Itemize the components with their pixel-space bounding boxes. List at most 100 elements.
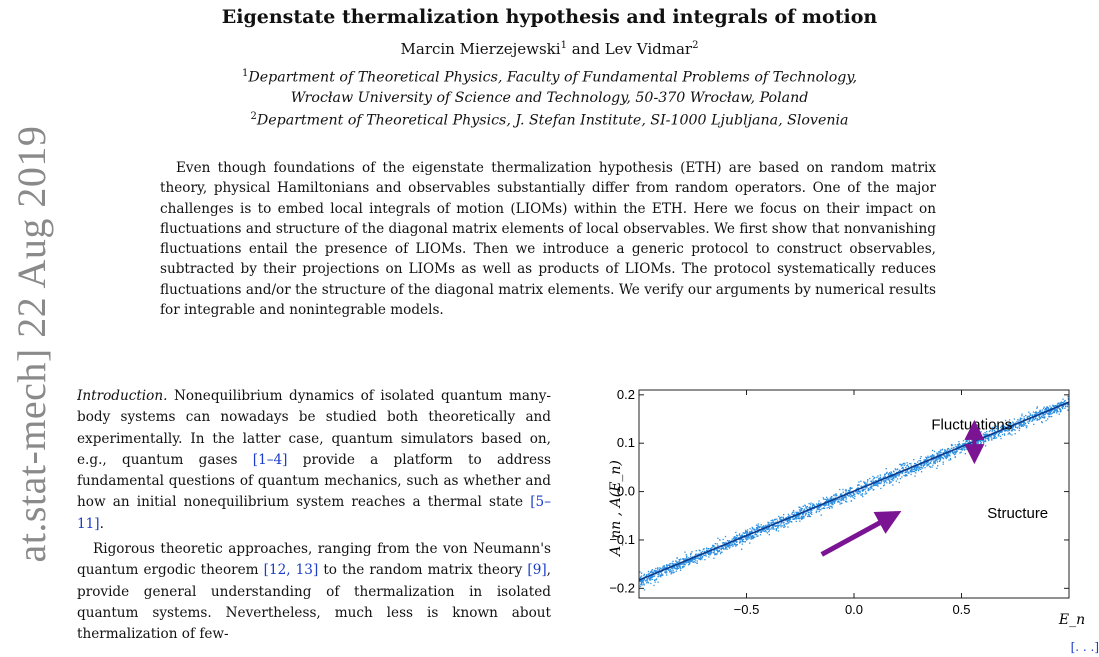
scatter-point <box>1034 412 1036 414</box>
axes: −0.5 0.0 0.5 −0.2 −0.1 0.0 0.1 0.2 <box>609 387 1070 617</box>
scatter-point <box>732 545 734 548</box>
scatter-point <box>940 451 942 454</box>
scatter-point <box>858 484 860 486</box>
scatter-point <box>827 499 829 501</box>
scatter-point <box>1049 410 1051 413</box>
scatter-point <box>845 488 847 491</box>
scatter-point <box>657 567 659 570</box>
scatter-point <box>888 477 890 479</box>
scatter-point <box>938 456 940 458</box>
scatter-point <box>922 465 924 467</box>
scatter-point <box>735 531 737 534</box>
scatter-point <box>829 505 831 507</box>
scatter-point <box>694 557 697 560</box>
y-tick-label: 0.0 <box>617 484 635 499</box>
scatter-point <box>945 456 948 458</box>
scatter-point <box>700 551 703 554</box>
scatter-point <box>741 534 743 536</box>
scatter-point <box>1019 423 1021 425</box>
scatter-point <box>673 565 676 567</box>
scatter-point <box>1059 408 1061 410</box>
scatter-point <box>689 559 692 561</box>
scatter-point <box>647 573 649 575</box>
scatter-point <box>675 568 677 570</box>
scatter-point <box>778 515 780 518</box>
scatter-point <box>1062 398 1064 400</box>
scatter-point <box>1021 417 1023 420</box>
citation-link[interactable]: [1–4] <box>252 451 288 468</box>
scatter-point <box>1019 427 1021 429</box>
scatter-point <box>728 540 730 542</box>
scatter-point <box>838 501 840 503</box>
scatter-point <box>796 511 798 513</box>
scatter-point <box>770 527 773 529</box>
scatter-point <box>659 574 661 576</box>
scatter-point <box>742 534 744 536</box>
scatter-point <box>1015 426 1017 428</box>
scatter-point <box>734 542 736 544</box>
scatter-point <box>875 484 877 486</box>
scatter-point <box>939 449 942 451</box>
scatter-point <box>976 445 978 447</box>
chart-annotation: Fluctuations <box>931 417 1012 434</box>
scatter-point <box>958 441 960 443</box>
scatter-point <box>1004 419 1007 422</box>
scatter-point <box>918 460 920 462</box>
scatter-point <box>801 508 803 510</box>
scatter-point <box>666 571 668 573</box>
scatter-point <box>684 551 686 553</box>
scatter-point <box>845 496 847 498</box>
scatter-point <box>934 460 936 462</box>
citation-link[interactable]: [12, 13] <box>263 562 319 579</box>
scatter-point <box>725 546 727 548</box>
scatter-point <box>782 525 784 527</box>
scatter-point <box>879 476 882 478</box>
scatter-point <box>1023 424 1025 426</box>
scatter-point <box>701 555 704 558</box>
scatter-point <box>723 548 725 550</box>
x-tick-label: 0.5 <box>952 602 970 617</box>
scatter-point <box>675 560 677 562</box>
scatter-point <box>966 440 968 442</box>
scatter-point <box>723 542 726 544</box>
scatter-point <box>994 430 996 432</box>
scatter-point <box>684 564 686 566</box>
scatter-point <box>840 493 842 495</box>
scatter-point <box>851 492 853 494</box>
scatter-point <box>650 571 652 574</box>
scatter-point <box>942 452 944 454</box>
scatter-point <box>1038 419 1040 421</box>
scatter-point <box>984 440 986 442</box>
scatter-point <box>676 568 678 570</box>
scatter-point <box>894 476 896 478</box>
scatter-point <box>821 507 823 510</box>
scatter-point <box>1028 422 1030 424</box>
scatter-point <box>989 436 991 438</box>
scatter-point <box>666 568 669 571</box>
scatter-point <box>924 467 926 469</box>
scatter-point <box>687 561 689 564</box>
scatter-point <box>924 462 926 464</box>
scatter-point <box>764 528 766 531</box>
scatter-point <box>936 461 938 463</box>
scatter-point <box>1020 423 1022 425</box>
scatter-point <box>717 544 719 547</box>
citation-link[interactable]: [9] <box>527 562 547 579</box>
scatter-point <box>705 555 707 557</box>
scatter-point <box>728 547 731 549</box>
scatter-point <box>911 469 913 471</box>
scatter-point <box>734 544 736 546</box>
scatter-point <box>1028 420 1030 422</box>
scatter-point <box>1057 405 1059 407</box>
citation-link[interactable]: [5–11] <box>77 494 551 532</box>
scatter-point <box>721 551 723 553</box>
scatter-point <box>709 554 711 556</box>
scatter-point <box>1067 409 1069 411</box>
scatter-point <box>740 539 742 541</box>
affiliation-1-line-2: Wrocław University of Science and Techno… <box>290 90 809 106</box>
scatter-point <box>736 536 738 539</box>
scatter-point <box>676 557 678 559</box>
scatter-point <box>850 493 852 495</box>
scatter-point <box>877 484 879 486</box>
scatter-point <box>805 507 807 509</box>
